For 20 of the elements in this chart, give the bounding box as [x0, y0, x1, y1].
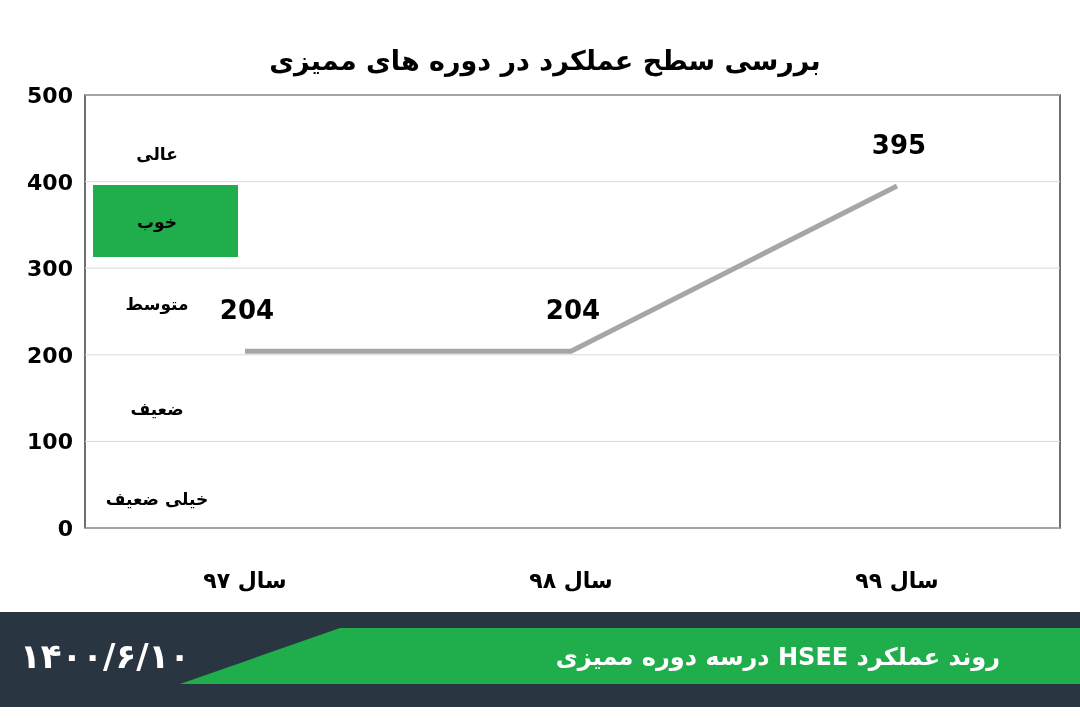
y-tick-label: 400 [27, 169, 73, 195]
y-tick-label: 300 [27, 256, 73, 282]
annotation: متوسط [125, 294, 189, 315]
y-tick-label: 100 [27, 429, 73, 455]
x-tick-label: سال ۹۸ [529, 568, 613, 593]
y-tick-label: 200 [27, 342, 73, 368]
data-label: 204 [219, 295, 275, 326]
data-label: 395 [871, 129, 927, 160]
annotation: خوب [137, 212, 177, 233]
x-tick-label: سال ۹۹ [855, 568, 939, 593]
annotation: عالی [136, 144, 178, 164]
x-tick-label: سال ۹۷ [203, 568, 287, 593]
text: روند عملکرد HSEE درسه دوره ممیزی [555, 643, 1000, 671]
annotation: خیلی ضعیف [105, 489, 209, 509]
text: ۱۴۰۰/۶/۱۰ [20, 636, 191, 676]
annotation: ضعیف [130, 399, 184, 419]
data-label: 204 [545, 295, 601, 326]
y-tick-label: 500 [27, 83, 73, 108]
y-tick-label: 0 [57, 516, 73, 541]
chart-title: بررسی سطح عملکرد در دوره های ممیزی [269, 45, 821, 77]
